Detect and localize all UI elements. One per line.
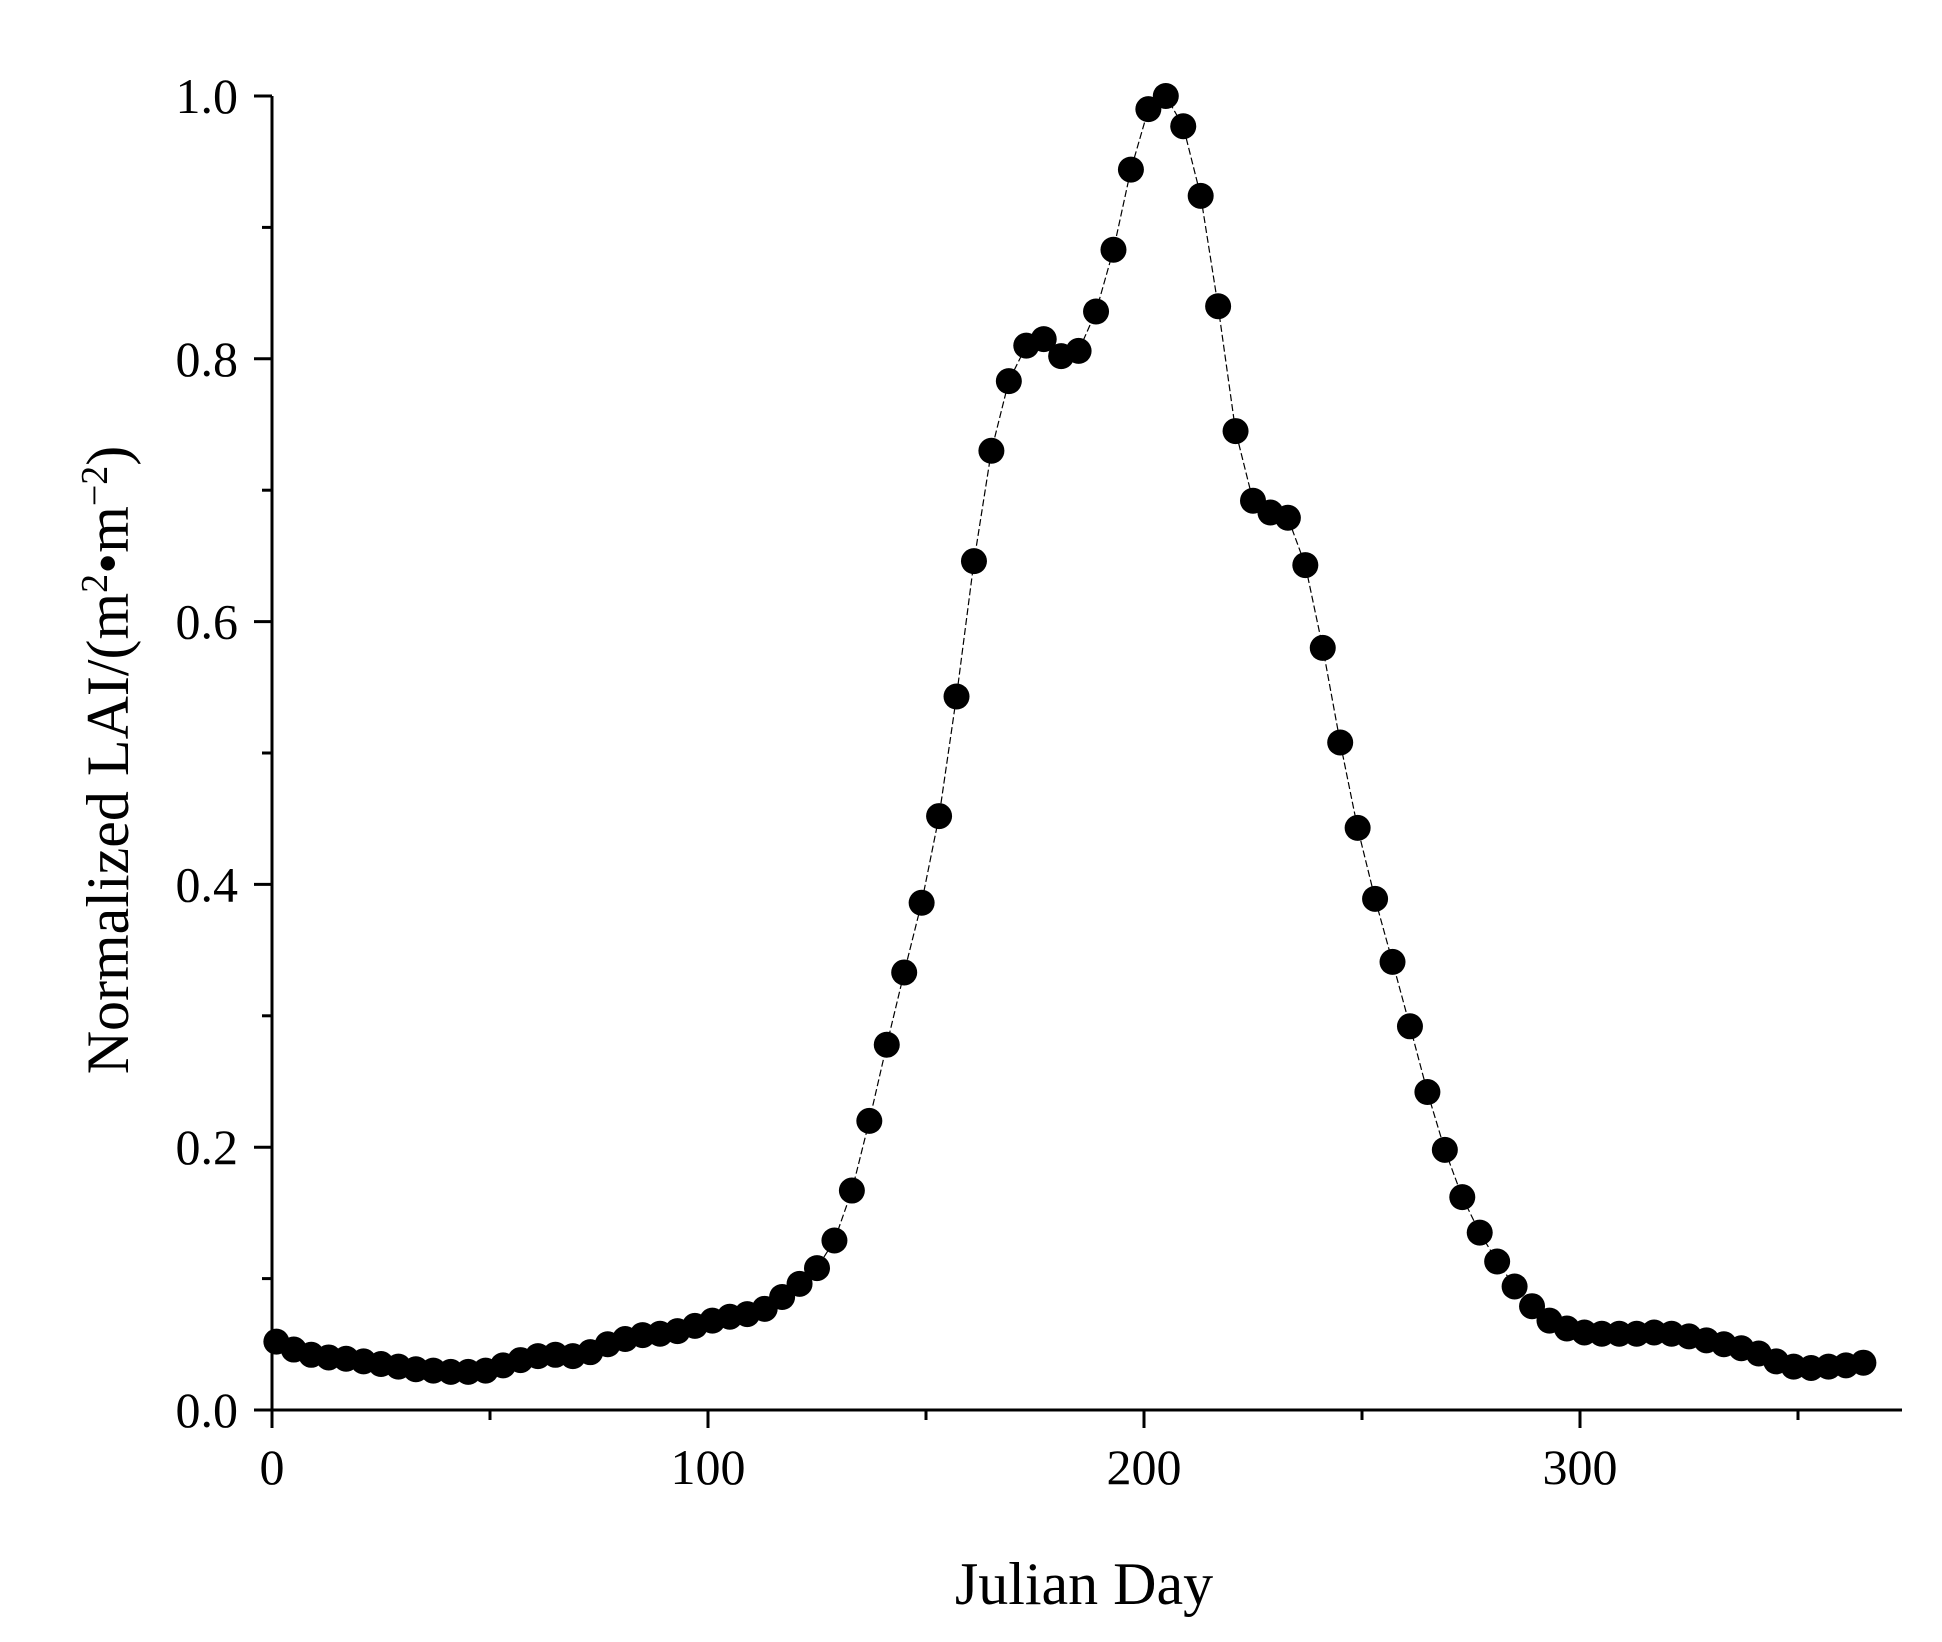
- y-axis-title-end: ): [75, 446, 141, 466]
- y-axis-title: Normalized LAI/(m2•m−2): [74, 446, 141, 1075]
- y-axis-title-mid: •m: [75, 506, 141, 574]
- data-point: [838, 1177, 865, 1204]
- y-tick-label: 0.4: [176, 856, 239, 912]
- data-point: [1065, 337, 1092, 364]
- data-point: [1187, 182, 1214, 209]
- data-point: [943, 683, 970, 710]
- data-point: [1519, 1293, 1546, 1320]
- data-point: [1083, 298, 1110, 325]
- data-point: [908, 889, 935, 916]
- data-point: [1344, 814, 1371, 841]
- data-point: [873, 1031, 900, 1058]
- data-point: [1449, 1184, 1476, 1211]
- x-axis-title: Julian Day: [955, 1551, 1213, 1617]
- data-point: [995, 368, 1022, 395]
- data-point: [1117, 156, 1144, 183]
- y-ticks: 0.0 0.2 0.4 0.6 0.8 1.0: [176, 68, 272, 1438]
- data-point: [786, 1270, 813, 1297]
- x-ticks: 0 100 200 300: [260, 1410, 1800, 1495]
- y-tick-label: 0.2: [176, 1119, 239, 1175]
- data-point: [891, 959, 918, 986]
- data-point: [1362, 885, 1389, 912]
- data-point: [1850, 1349, 1877, 1376]
- x-tick-label: 300: [1543, 1439, 1618, 1495]
- axes: [270, 96, 1902, 1412]
- y-axis-title-sup1: 2: [74, 574, 116, 593]
- data-point: [1327, 729, 1354, 756]
- x-tick-label: 0: [260, 1439, 285, 1495]
- y-tick-label: 0.6: [176, 594, 239, 650]
- data-point: [1396, 1013, 1423, 1040]
- data-point: [926, 803, 953, 830]
- data-point: [1431, 1136, 1458, 1163]
- y-tick-label: 1.0: [176, 68, 239, 124]
- data-point: [1274, 504, 1301, 531]
- data-point: [960, 548, 987, 575]
- data-points: [263, 83, 1877, 1385]
- data-point: [1292, 552, 1319, 579]
- series-group: [263, 83, 1877, 1385]
- data-point: [1100, 236, 1127, 263]
- data-point: [1152, 83, 1179, 109]
- data-point: [1309, 634, 1336, 661]
- data-point: [978, 437, 1005, 464]
- data-point: [804, 1255, 830, 1282]
- data-point: [1170, 113, 1197, 140]
- x-tick-label: 200: [1107, 1439, 1182, 1495]
- y-tick-label: 0.0: [176, 1382, 239, 1438]
- data-point: [821, 1227, 848, 1254]
- y-axis-title-main: Normalized LAI/(m: [75, 593, 141, 1075]
- data-point: [1484, 1248, 1511, 1275]
- data-point: [1501, 1273, 1528, 1300]
- data-point: [1379, 948, 1406, 975]
- y-tick-label: 0.8: [176, 331, 239, 387]
- data-point: [856, 1107, 883, 1134]
- data-point: [1414, 1079, 1441, 1106]
- data-point: [1466, 1219, 1493, 1246]
- data-point: [1030, 326, 1057, 353]
- data-point: [1205, 293, 1232, 320]
- series-line: [276, 95, 1864, 1373]
- y-axis-title-sup2: −2: [74, 466, 116, 506]
- data-point: [1222, 418, 1249, 445]
- x-tick-label: 100: [671, 1439, 746, 1495]
